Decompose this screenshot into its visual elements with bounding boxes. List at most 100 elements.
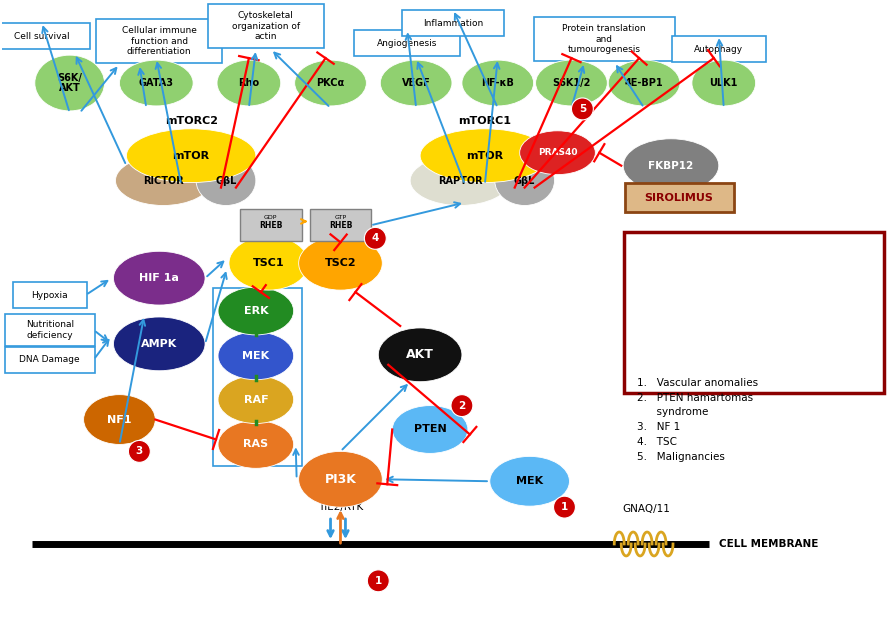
Text: GNAQ/11: GNAQ/11 xyxy=(622,504,670,514)
Text: ERK: ERK xyxy=(244,306,268,316)
Text: AKT: AKT xyxy=(406,349,434,361)
Text: HIF 1a: HIF 1a xyxy=(139,273,179,283)
Text: 1: 1 xyxy=(375,576,382,586)
FancyBboxPatch shape xyxy=(672,36,765,62)
Text: 1.   Vascular anomalies
2.   PTEN hamartomas
      syndrome
3.   NF 1
4.   TSC
5: 1. Vascular anomalies 2. PTEN hamartomas… xyxy=(637,377,758,462)
FancyBboxPatch shape xyxy=(13,282,87,308)
Ellipse shape xyxy=(218,287,294,335)
Text: RHEB: RHEB xyxy=(259,221,282,230)
Text: mTORC1: mTORC1 xyxy=(458,116,512,126)
Text: MEK: MEK xyxy=(242,351,270,361)
Circle shape xyxy=(367,570,389,592)
Text: TSC1: TSC1 xyxy=(253,258,285,268)
Text: RAS: RAS xyxy=(243,440,269,450)
Text: Nutritional
deficiency: Nutritional deficiency xyxy=(26,320,74,340)
Ellipse shape xyxy=(520,131,596,175)
Text: GβL: GβL xyxy=(215,176,237,186)
Text: NF1: NF1 xyxy=(107,414,131,425)
Ellipse shape xyxy=(489,457,570,506)
Text: 4: 4 xyxy=(371,234,379,243)
Ellipse shape xyxy=(379,328,462,382)
Text: MEK: MEK xyxy=(516,476,543,486)
Text: TIE2/RTK: TIE2/RTK xyxy=(318,502,363,512)
Ellipse shape xyxy=(298,236,382,290)
FancyBboxPatch shape xyxy=(5,347,95,373)
FancyBboxPatch shape xyxy=(534,18,675,61)
Text: RAF: RAF xyxy=(244,394,268,404)
Text: mTOR: mTOR xyxy=(466,151,504,161)
Ellipse shape xyxy=(495,156,555,205)
Text: RICTOR: RICTOR xyxy=(143,176,184,186)
Text: S6K1/2: S6K1/2 xyxy=(552,78,590,88)
Text: Autophagy: Autophagy xyxy=(694,45,743,53)
Text: Hypoxia: Hypoxia xyxy=(31,291,68,300)
Ellipse shape xyxy=(380,60,452,106)
FancyBboxPatch shape xyxy=(402,10,504,36)
FancyBboxPatch shape xyxy=(310,210,371,241)
Circle shape xyxy=(554,496,575,518)
FancyBboxPatch shape xyxy=(240,210,302,241)
Text: AMPK: AMPK xyxy=(141,339,178,349)
FancyBboxPatch shape xyxy=(207,4,324,48)
Text: S6K/
AKT: S6K/ AKT xyxy=(57,73,82,94)
Ellipse shape xyxy=(608,60,680,106)
Circle shape xyxy=(364,227,387,249)
Text: 4E-BP1: 4E-BP1 xyxy=(625,78,663,88)
FancyBboxPatch shape xyxy=(0,23,90,49)
Text: FKBP12: FKBP12 xyxy=(648,161,694,171)
Ellipse shape xyxy=(462,60,534,106)
Ellipse shape xyxy=(127,129,256,183)
Text: SIROLIMUS: SIROLIMUS xyxy=(645,193,714,202)
Text: Inflammation: Inflammation xyxy=(423,19,483,28)
Text: ULK1: ULK1 xyxy=(710,78,738,88)
Text: Rho: Rho xyxy=(238,78,260,88)
Circle shape xyxy=(451,394,473,416)
Text: 1: 1 xyxy=(561,502,568,512)
FancyBboxPatch shape xyxy=(96,19,222,63)
Ellipse shape xyxy=(410,156,510,205)
Ellipse shape xyxy=(420,129,549,183)
Ellipse shape xyxy=(218,421,294,468)
Text: GβL: GβL xyxy=(514,176,535,186)
Ellipse shape xyxy=(229,236,309,290)
Text: CELL MEMBRANE: CELL MEMBRANE xyxy=(719,539,818,549)
Ellipse shape xyxy=(35,55,104,111)
Text: VEGF: VEGF xyxy=(402,78,430,88)
Text: GTP: GTP xyxy=(334,215,346,220)
Ellipse shape xyxy=(295,60,366,106)
FancyBboxPatch shape xyxy=(5,314,95,346)
Ellipse shape xyxy=(692,60,755,106)
Text: GDP: GDP xyxy=(264,215,278,220)
Ellipse shape xyxy=(84,394,155,445)
Text: Cellular immune
function and
differentiation: Cellular immune function and differentia… xyxy=(121,26,196,56)
Ellipse shape xyxy=(218,376,294,423)
Text: RAPTOR: RAPTOR xyxy=(438,176,482,186)
Text: PRAS40: PRAS40 xyxy=(538,148,577,157)
Text: mTORC2: mTORC2 xyxy=(164,116,218,126)
FancyBboxPatch shape xyxy=(625,183,734,212)
Text: Cytoskeletal
organization of
actin: Cytoskeletal organization of actin xyxy=(232,11,300,41)
Text: mTOR: mTOR xyxy=(172,151,210,161)
Ellipse shape xyxy=(196,156,256,205)
Ellipse shape xyxy=(113,317,205,371)
Circle shape xyxy=(129,440,150,462)
Circle shape xyxy=(572,98,593,120)
FancyBboxPatch shape xyxy=(354,30,461,56)
Ellipse shape xyxy=(536,60,607,106)
Text: Protein translation
and
tumourogenesis: Protein translation and tumourogenesis xyxy=(563,24,647,54)
Ellipse shape xyxy=(218,332,294,380)
Text: PTEN: PTEN xyxy=(413,425,446,435)
Text: Angiogenesis: Angiogenesis xyxy=(377,39,438,48)
Text: NF-κB: NF-κB xyxy=(481,78,514,88)
Ellipse shape xyxy=(120,60,193,106)
Ellipse shape xyxy=(113,251,205,305)
Text: TSC2: TSC2 xyxy=(325,258,356,268)
Text: PKCα: PKCα xyxy=(316,78,345,88)
Text: DNA Damage: DNA Damage xyxy=(20,355,80,364)
Text: 5: 5 xyxy=(579,104,586,114)
Ellipse shape xyxy=(623,139,719,193)
Ellipse shape xyxy=(217,60,280,106)
Text: GATA3: GATA3 xyxy=(138,78,174,88)
Text: Cell survival: Cell survival xyxy=(14,32,70,41)
Ellipse shape xyxy=(115,156,211,205)
